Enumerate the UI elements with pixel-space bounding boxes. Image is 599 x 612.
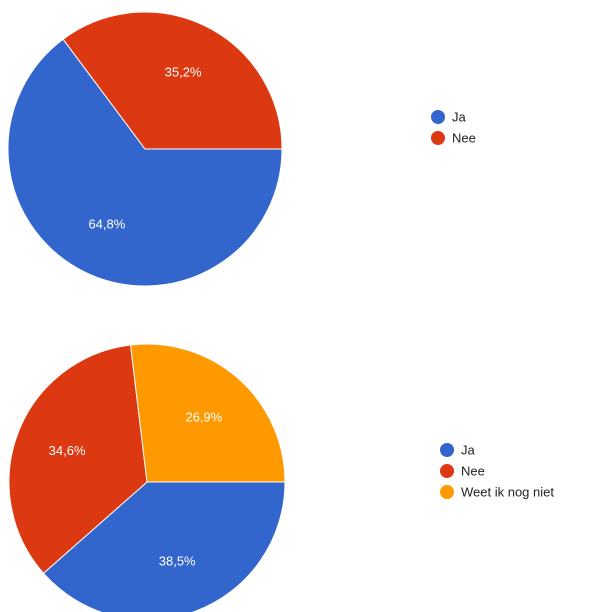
slice-label-nee: 35,2% [165, 65, 202, 80]
legend-swatch-ja [431, 110, 445, 124]
pie-chart-2: 38,5% 34,6% 26,9% Ja Nee Weet ik nog niet [8, 343, 554, 612]
slice-label-nee: 34,6% [49, 443, 86, 458]
legend-label-nee: Nee [452, 130, 476, 145]
pie-chart-1: 64,8% 35,2% Ja Nee [7, 11, 476, 287]
legend-swatch-weet-ik-nog-niet [440, 485, 454, 499]
legend-label-ja: Ja [461, 442, 476, 457]
pie-slice-ja [7, 38, 283, 287]
legend-label-weet-ik-nog-niet: Weet ik nog niet [461, 484, 554, 499]
legend-swatch-ja [440, 443, 454, 457]
pie-slice-ja [42, 481, 286, 612]
pie-slice-nee [62, 11, 283, 150]
legend-swatch-nee [440, 464, 454, 478]
slice-label-ja: 38,5% [159, 553, 196, 568]
pie-slice-weet-ik-nog-niet [130, 343, 286, 483]
pie-slice-nee [8, 344, 148, 574]
legend-swatch-nee [431, 131, 445, 145]
slice-label-weet-ik-nog-niet: 26,9% [185, 409, 222, 424]
legend-label-nee: Nee [461, 463, 485, 478]
legend-label-ja: Ja [452, 109, 467, 124]
slice-label-ja: 64,8% [88, 216, 125, 231]
